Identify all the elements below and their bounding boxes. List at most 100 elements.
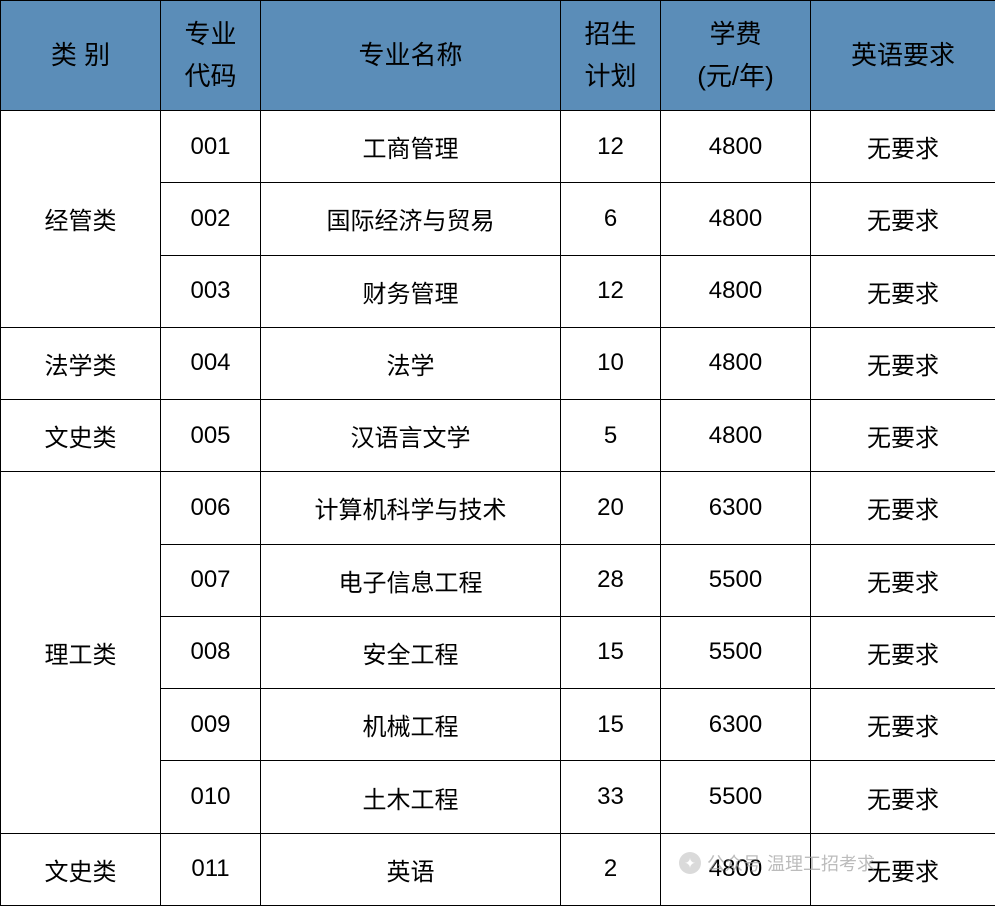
cell-name: 电子信息工程 xyxy=(261,544,561,616)
cell-fee-value: 6300 xyxy=(709,494,762,521)
cell-code-value: 007 xyxy=(190,566,230,593)
col-header-name-label: 专业名称 xyxy=(358,40,462,70)
cell-fee: 6300 xyxy=(661,689,811,761)
table-row: 文史类005汉语言文学54800无要求 xyxy=(1,400,995,472)
cell-english-value: 无要求 xyxy=(867,859,939,886)
category-label: 理工类 xyxy=(45,642,117,669)
cell-name: 土木工程 xyxy=(261,761,561,833)
cell-name: 安全工程 xyxy=(261,616,561,688)
cell-name-value: 计算机科学与技术 xyxy=(315,497,507,524)
cell-fee-value: 5500 xyxy=(709,638,762,665)
cell-code: 011 xyxy=(161,833,261,905)
col-header-plan: 招生计划 xyxy=(561,1,661,111)
table-row: 文史类 011 英语 2 4800 无要求 xyxy=(1,833,995,905)
col-header-category-label: 类 别 xyxy=(51,40,110,70)
category-label: 经管类 xyxy=(45,208,117,235)
cell-english-value: 无要求 xyxy=(867,208,939,235)
cell-fee: 5500 xyxy=(661,616,811,688)
cell-english-value: 无要求 xyxy=(867,281,939,308)
cell-plan-value: 2 xyxy=(604,855,617,882)
cell-name-value: 土木工程 xyxy=(363,787,459,814)
cell-code: 006 xyxy=(161,472,261,544)
cell-english-value: 无要求 xyxy=(867,787,939,814)
cell-fee: 4800 xyxy=(661,400,811,472)
cell-code-value: 008 xyxy=(190,638,230,665)
cell-fee-value: 4800 xyxy=(709,855,762,882)
cell-fee-value: 4800 xyxy=(709,277,762,304)
cell-name-value: 机械工程 xyxy=(363,714,459,741)
cell-plan-value: 12 xyxy=(597,133,624,160)
cell-english-value: 无要求 xyxy=(867,642,939,669)
cell-english: 无要求 xyxy=(811,400,995,472)
cell-english-value: 无要求 xyxy=(867,353,939,380)
cell-fee-value: 4800 xyxy=(709,205,762,232)
cell-english: 无要求 xyxy=(811,472,995,544)
cell-plan-value: 15 xyxy=(597,711,624,738)
cell-plan: 33 xyxy=(561,761,661,833)
cell-code: 002 xyxy=(161,183,261,255)
cell-plan-value: 6 xyxy=(604,205,617,232)
cell-name: 法学 xyxy=(261,327,561,399)
table-body: 经管类 001 工商管理 12 4800 无要求 002 国际经济与贸易 6 4800 无要求 003… xyxy=(1,111,995,906)
cell-english: 无要求 xyxy=(811,616,995,688)
cell-english-value: 无要求 xyxy=(867,136,939,163)
cell-name: 机械工程 xyxy=(261,689,561,761)
cell-code: 008 xyxy=(161,616,261,688)
cell-fee: 6300 xyxy=(661,472,811,544)
category-label: 法学类 xyxy=(45,353,117,380)
cell-fee-value: 4800 xyxy=(709,133,762,160)
cell-name-value: 安全工程 xyxy=(363,642,459,669)
cell-plan: 15 xyxy=(561,616,661,688)
cell-category: 文史类 xyxy=(1,833,161,905)
cell-name-value: 国际经济与贸易 xyxy=(327,208,495,235)
cell-fee: 5500 xyxy=(661,761,811,833)
col-header-english-label: 英语要求 xyxy=(851,40,955,70)
cell-english: 无要求 xyxy=(811,761,995,833)
col-header-english: 英语要求 xyxy=(811,1,995,111)
cell-code-value: 006 xyxy=(190,494,230,521)
cell-code: 001 xyxy=(161,111,261,183)
cell-name-value: 英语 xyxy=(387,859,435,886)
cell-plan: 28 xyxy=(561,544,661,616)
cell-code-value: 003 xyxy=(190,277,230,304)
col-header-category: 类 别 xyxy=(1,1,161,111)
cell-fee: 4800 xyxy=(661,183,811,255)
cell-english: 无要求 xyxy=(811,689,995,761)
category-label: 文史类 xyxy=(45,859,117,886)
table-row: 经管类001工商管理124800无要求 xyxy=(1,111,995,183)
col-header-fee: 学费(元/年) xyxy=(661,1,811,111)
cell-fee-value: 5500 xyxy=(709,783,762,810)
cell-fee: 4800 xyxy=(661,833,811,905)
cell-plan: 15 xyxy=(561,689,661,761)
cell-code-value: 009 xyxy=(190,711,230,738)
cell-name-value: 汉语言文学 xyxy=(351,425,471,452)
cell-name: 计算机科学与技术 xyxy=(261,472,561,544)
cell-code-value: 010 xyxy=(190,783,230,810)
cell-fee: 4800 xyxy=(661,327,811,399)
cell-plan: 2 xyxy=(561,833,661,905)
cell-code: 010 xyxy=(161,761,261,833)
cell-name: 国际经济与贸易 xyxy=(261,183,561,255)
cell-code-value: 004 xyxy=(190,349,230,376)
table-row: 理工类006计算机科学与技术206300无要求 xyxy=(1,472,995,544)
cell-plan: 12 xyxy=(561,255,661,327)
cell-code-value: 002 xyxy=(190,205,230,232)
cell-code: 007 xyxy=(161,544,261,616)
cell-code-value: 001 xyxy=(190,133,230,160)
cell-code: 005 xyxy=(161,400,261,472)
cell-plan: 5 xyxy=(561,400,661,472)
cell-category: 经管类 xyxy=(1,111,161,328)
col-header-plan-label: 招生计划 xyxy=(584,19,636,91)
cell-english-value: 无要求 xyxy=(867,425,939,452)
cell-plan-value: 28 xyxy=(597,566,624,593)
cell-code: 009 xyxy=(161,689,261,761)
cell-fee-value: 4800 xyxy=(709,349,762,376)
cell-name-value: 工商管理 xyxy=(363,136,459,163)
cell-fee-value: 4800 xyxy=(709,422,762,449)
cell-plan-value: 5 xyxy=(604,422,617,449)
cell-plan: 20 xyxy=(561,472,661,544)
cell-english: 无要求 xyxy=(811,833,995,905)
cell-plan-value: 20 xyxy=(597,494,624,521)
cell-name: 财务管理 xyxy=(261,255,561,327)
cell-code: 003 xyxy=(161,255,261,327)
